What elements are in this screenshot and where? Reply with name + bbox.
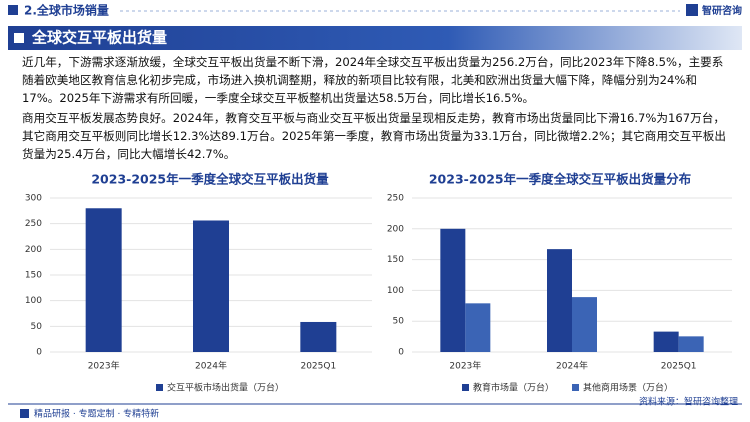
section-icon bbox=[8, 5, 18, 15]
footer-icon bbox=[20, 409, 29, 418]
logo: 智研咨询 bbox=[702, 4, 742, 17]
banner-icon bbox=[14, 33, 24, 43]
banner-title: 全球交互平板出货量 bbox=[31, 29, 167, 47]
paragraph: 近几年，下游需求逐渐放缓，全球交互平板出货量不断下滑，2024年全球交互平板出货… bbox=[22, 55, 724, 105]
paragraph: 商用交互平板发展态势良好。2024年，教育交互平板与商业交互平板出货量呈现相反走… bbox=[22, 111, 726, 161]
source: 资料来源：智研咨询整理 bbox=[639, 396, 738, 408]
section-title: 2.全球市场销量 bbox=[24, 3, 109, 18]
logo-icon bbox=[686, 4, 698, 16]
banner bbox=[8, 26, 742, 50]
footer-left: 精品研报 · 专题定制 · 专精特新 bbox=[34, 408, 159, 420]
